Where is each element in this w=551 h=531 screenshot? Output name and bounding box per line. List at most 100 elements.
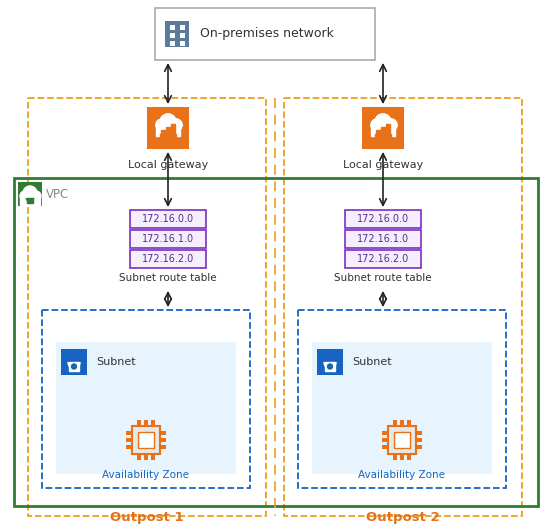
Text: VPC: VPC (46, 187, 69, 201)
Bar (151, 420, 155, 426)
Bar (345, 210, 421, 228)
Bar (130, 230, 206, 248)
Bar (400, 454, 404, 460)
Text: Outpost 2: Outpost 2 (366, 511, 440, 525)
Bar (382, 438, 388, 442)
Bar (160, 431, 166, 435)
Bar (170, 41, 175, 46)
Bar (325, 362, 335, 371)
Bar (393, 420, 397, 426)
Bar (166, 127, 170, 134)
Bar (160, 445, 166, 449)
Bar (42, 310, 250, 488)
Circle shape (170, 119, 182, 131)
Bar (345, 230, 421, 248)
Bar (395, 432, 410, 448)
Bar (126, 445, 132, 449)
Bar (160, 134, 176, 140)
Bar (137, 420, 141, 426)
Bar (147, 107, 189, 149)
Text: 172.16.2.0: 172.16.2.0 (142, 254, 194, 264)
Bar (130, 210, 206, 228)
Text: Subnet: Subnet (352, 357, 392, 367)
Text: Subnet route table: Subnet route table (119, 273, 217, 283)
Bar (393, 454, 397, 460)
Bar (180, 41, 185, 46)
Bar (144, 420, 148, 426)
Circle shape (327, 364, 332, 369)
Bar (345, 250, 421, 268)
Text: 172.16.0.0: 172.16.0.0 (142, 214, 194, 224)
Bar (388, 426, 416, 454)
Bar (407, 420, 411, 426)
Bar (126, 431, 132, 435)
Text: 172.16.0.0: 172.16.0.0 (357, 214, 409, 224)
Bar (317, 349, 343, 375)
Bar (132, 426, 160, 454)
Text: On-premises network: On-premises network (200, 28, 334, 40)
Text: Subnet route table: Subnet route table (334, 273, 432, 283)
Bar (161, 130, 165, 134)
Circle shape (160, 114, 176, 130)
Bar (375, 134, 391, 140)
Bar (61, 349, 87, 375)
Circle shape (371, 119, 383, 131)
Bar (137, 454, 141, 460)
Bar (28, 98, 266, 516)
Bar (180, 25, 185, 30)
Bar (151, 454, 155, 460)
Text: 172.16.1.0: 172.16.1.0 (142, 234, 194, 244)
Bar (171, 124, 175, 134)
Bar (386, 124, 390, 134)
Bar (362, 107, 404, 149)
Text: Subnet: Subnet (96, 357, 136, 367)
Bar (298, 310, 506, 488)
Text: Local gateway: Local gateway (128, 160, 208, 170)
Circle shape (385, 119, 397, 131)
Bar (56, 342, 236, 474)
Bar (407, 454, 411, 460)
Text: 172.16.2.0: 172.16.2.0 (357, 254, 409, 264)
Bar (126, 438, 132, 442)
Bar (155, 8, 375, 60)
Circle shape (72, 364, 77, 369)
Bar (138, 432, 154, 448)
Bar (382, 431, 388, 435)
Text: Availability Zone: Availability Zone (102, 470, 190, 480)
Bar (18, 182, 42, 206)
Bar (284, 98, 522, 516)
Bar (381, 127, 385, 134)
Circle shape (156, 119, 168, 131)
Bar (165, 21, 189, 47)
Bar (371, 126, 395, 136)
Bar (400, 420, 404, 426)
Bar (180, 33, 185, 38)
Text: Availability Zone: Availability Zone (359, 470, 446, 480)
Bar (416, 438, 422, 442)
Circle shape (20, 191, 30, 201)
Bar (382, 445, 388, 449)
Circle shape (385, 119, 397, 131)
Circle shape (156, 119, 168, 131)
Bar (156, 126, 180, 136)
Bar (130, 250, 206, 268)
Bar (20, 197, 40, 205)
Bar (144, 454, 148, 460)
Bar (69, 362, 79, 371)
Circle shape (23, 186, 37, 200)
Bar (312, 342, 492, 474)
Bar (27, 198, 33, 203)
Circle shape (31, 191, 41, 201)
Circle shape (170, 119, 182, 131)
Text: Outpost 1: Outpost 1 (110, 511, 184, 525)
Bar (160, 438, 166, 442)
Circle shape (371, 119, 383, 131)
Bar (416, 431, 422, 435)
Bar (170, 33, 175, 38)
Bar (376, 130, 380, 134)
Bar (416, 445, 422, 449)
Bar (170, 25, 175, 30)
Text: 172.16.1.0: 172.16.1.0 (357, 234, 409, 244)
Bar (14, 178, 538, 506)
Circle shape (375, 114, 391, 130)
